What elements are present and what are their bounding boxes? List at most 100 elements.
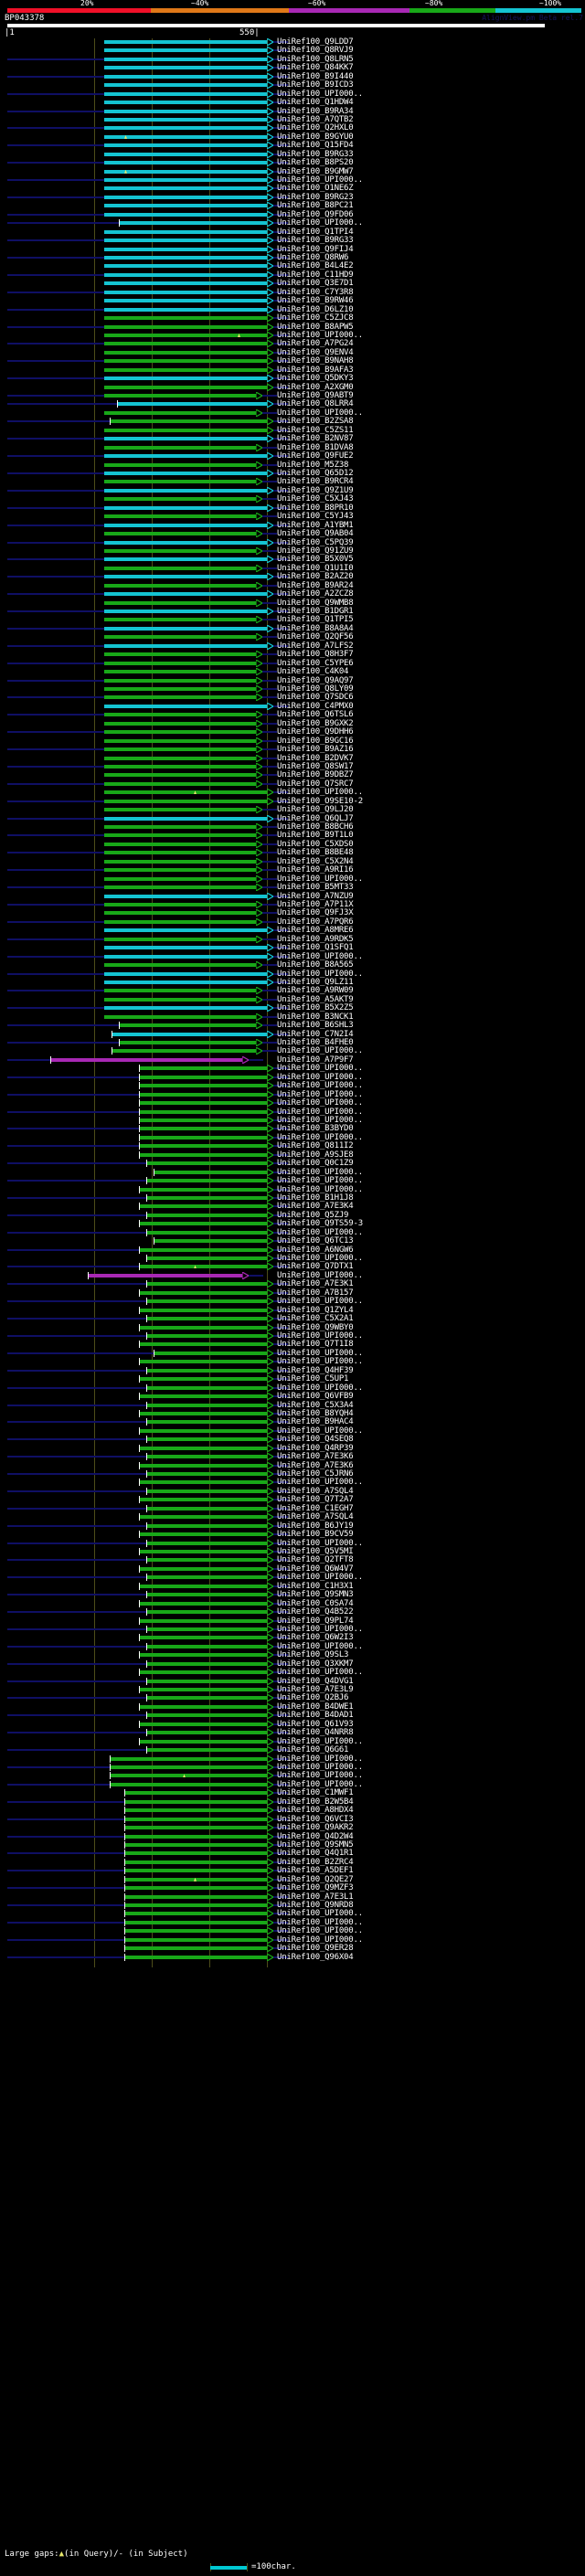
alignment-row[interactable]: UniRef100_A9RDK5	[0, 935, 585, 944]
hsp-bar[interactable]	[124, 1912, 267, 1916]
hsp-bar[interactable]	[146, 1627, 267, 1631]
hsp-bar[interactable]	[154, 1170, 267, 1174]
hsp-bar[interactable]	[104, 790, 267, 795]
alignment-row[interactable]: UniRef100_Q9WBY0	[0, 1323, 585, 1332]
alignment-row[interactable]: UniRef100_Q65D12	[0, 469, 585, 478]
alignment-row[interactable]: UniRef100_Q4RP39	[0, 1444, 585, 1453]
hit-label[interactable]: UniRef100_B9DBZ7	[277, 770, 354, 780]
hsp-bar[interactable]	[104, 592, 267, 597]
hsp-bar[interactable]	[104, 324, 267, 329]
hit-label[interactable]: UniRef100_Q2TFT8	[277, 1555, 354, 1565]
hit-label[interactable]: UniRef100_Q1ZYL4	[277, 1305, 354, 1315]
alignment-row[interactable]: UniRef100_UPI000..	[0, 1297, 585, 1306]
hsp-bar[interactable]	[146, 1593, 267, 1597]
alignment-row[interactable]: UniRef100_Q4D2W4	[0, 1832, 585, 1841]
alignment-row[interactable]: UniRef100_B9GYU0	[0, 133, 585, 142]
alignment-row[interactable]: UniRef100_UPI000..	[0, 970, 585, 979]
hsp-bar[interactable]	[104, 48, 267, 53]
alignment-row[interactable]: UniRef100_B5X2Z5	[0, 1003, 585, 1012]
alignment-row[interactable]: UniRef100_UPI000..	[0, 408, 585, 418]
hit-label[interactable]: UniRef100_B9ICD3	[277, 80, 354, 90]
alignment-row[interactable]: UniRef100_Q8SW17	[0, 762, 585, 771]
hit-label[interactable]: UniRef100_Q9ABT9	[277, 391, 354, 401]
hit-label[interactable]: UniRef100_Q84KK7	[277, 63, 354, 73]
alignment-row[interactable]: UniRef100_UPI000..	[0, 1918, 585, 1927]
alignment-row[interactable]: UniRef100_Q1ZYL4	[0, 1305, 585, 1315]
alignment-row[interactable]: UniRef100_A8HDX4	[0, 1806, 585, 1815]
hsp-bar[interactable]	[104, 385, 267, 389]
hsp-bar[interactable]	[139, 1515, 267, 1520]
alignment-row[interactable]: UniRef100_A7P11X	[0, 900, 585, 909]
hit-label[interactable]: UniRef100_B8YQH4	[277, 1408, 354, 1418]
hsp-bar[interactable]	[104, 299, 267, 303]
hsp-bar[interactable]	[104, 126, 267, 131]
hit-label[interactable]: UniRef100_Q9FIJ4	[277, 244, 354, 254]
alignment-row[interactable]: UniRef100_Q3XKM7	[0, 1659, 585, 1669]
hsp-bar[interactable]	[104, 1006, 267, 1011]
alignment-row[interactable]: UniRef100_B4FHE0	[0, 1038, 585, 1047]
alignment-row[interactable]: UniRef100_A9RI16	[0, 865, 585, 875]
hsp-bar[interactable]	[104, 557, 267, 562]
hit-label[interactable]: UniRef100_A1YBM1	[277, 520, 354, 530]
hit-label[interactable]: UniRef100_B9AFA3	[277, 365, 354, 375]
hsp-bar[interactable]	[124, 1826, 267, 1830]
hsp-bar[interactable]	[139, 1739, 267, 1744]
hsp-bar[interactable]	[146, 1558, 267, 1563]
hit-label[interactable]: UniRef100_A7QTB2	[277, 114, 354, 124]
hit-label[interactable]: UniRef100_B8PS20	[277, 158, 354, 168]
hit-label[interactable]: UniRef100_UPI000..	[277, 1573, 363, 1583]
hit-label[interactable]: UniRef100_B2W5B4	[277, 1797, 354, 1807]
alignment-row[interactable]: UniRef100_C1EGH7	[0, 1504, 585, 1513]
hsp-bar[interactable]	[104, 997, 256, 1002]
alignment-row[interactable]: UniRef100_Q9AB04	[0, 529, 585, 538]
hsp-bar[interactable]	[104, 989, 256, 993]
hit-label[interactable]: UniRef100_C5YPE6	[277, 658, 354, 668]
alignment-row[interactable]: UniRef100_Q9FIJ4	[0, 244, 585, 254]
hit-label[interactable]: UniRef100_UPI000..	[277, 1072, 363, 1082]
hsp-bar[interactable]	[104, 376, 267, 381]
hsp-bar[interactable]	[124, 1955, 267, 1959]
alignment-row[interactable]: UniRef100_C5X2A1	[0, 1314, 585, 1323]
alignment-row[interactable]: UniRef100_Q7SDC6	[0, 693, 585, 702]
alignment-row[interactable]: UniRef100_B2NV87	[0, 434, 585, 443]
alignment-row[interactable]: UniRef100_Q91ZU9	[0, 546, 585, 556]
alignment-row[interactable]: UniRef100_B2W5B4	[0, 1797, 585, 1807]
alignment-row[interactable]: UniRef100_UPI000..	[0, 1228, 585, 1237]
hsp-bar[interactable]	[139, 1075, 267, 1079]
hsp-bar[interactable]	[146, 1731, 267, 1735]
alignment-row[interactable]: UniRef100_A7E3K6	[0, 1461, 585, 1470]
alignment-row[interactable]: UniRef100_B4L4E2	[0, 261, 585, 270]
hsp-bar[interactable]	[146, 1334, 267, 1338]
hsp-bar[interactable]	[104, 333, 267, 337]
hit-label[interactable]: UniRef100_B9RG33	[277, 236, 354, 246]
hsp-bar[interactable]	[104, 91, 267, 96]
hit-label[interactable]: UniRef100_Q9ENV4	[277, 347, 354, 357]
hit-label[interactable]: UniRef100_B9RW46	[277, 296, 354, 306]
hit-label[interactable]: UniRef100_Q6VFB9	[277, 1392, 354, 1402]
hsp-bar[interactable]	[124, 1920, 267, 1924]
alignment-row[interactable]: UniRef100_UPI000..	[0, 1116, 585, 1125]
hsp-bar[interactable]	[104, 842, 256, 846]
hsp-bar[interactable]	[104, 359, 267, 364]
alignment-row[interactable]: UniRef100_B9ICD3	[0, 80, 585, 90]
alignment-row[interactable]: UniRef100_M5Z38	[0, 461, 585, 470]
alignment-row[interactable]: UniRef100_UPI000..	[0, 1737, 585, 1746]
alignment-row[interactable]: UniRef100_Q0C1Z9	[0, 1159, 585, 1168]
hit-label[interactable]: UniRef100_Q1SFQ1	[277, 943, 354, 953]
hsp-bar[interactable]	[104, 928, 267, 933]
hit-label[interactable]: UniRef100_B9RG23	[277, 192, 354, 202]
hsp-bar[interactable]	[119, 221, 267, 226]
hit-label[interactable]: UniRef100_C1MWF1	[277, 1788, 354, 1798]
alignment-row[interactable]: UniRef100_C5X3A4	[0, 1401, 585, 1410]
hsp-bar[interactable]	[104, 540, 267, 545]
hit-label[interactable]: UniRef100_UPI000..	[277, 175, 363, 186]
alignment-row[interactable]: UniRef100_B9NAH8	[0, 356, 585, 366]
hit-label[interactable]: UniRef100_Q1TPI5	[277, 615, 354, 625]
hit-label[interactable]: UniRef100_Q2BJ6	[277, 1693, 349, 1703]
hit-label[interactable]: UniRef100_UPI000..	[277, 1754, 363, 1764]
alignment-row[interactable]: UniRef100_B3BYD0	[0, 1124, 585, 1133]
hsp-bar[interactable]	[146, 1282, 267, 1287]
hsp-bar[interactable]	[139, 1247, 267, 1252]
hsp-bar[interactable]	[104, 212, 267, 217]
alignment-row[interactable]: UniRef100_UPI000..	[0, 1098, 585, 1108]
